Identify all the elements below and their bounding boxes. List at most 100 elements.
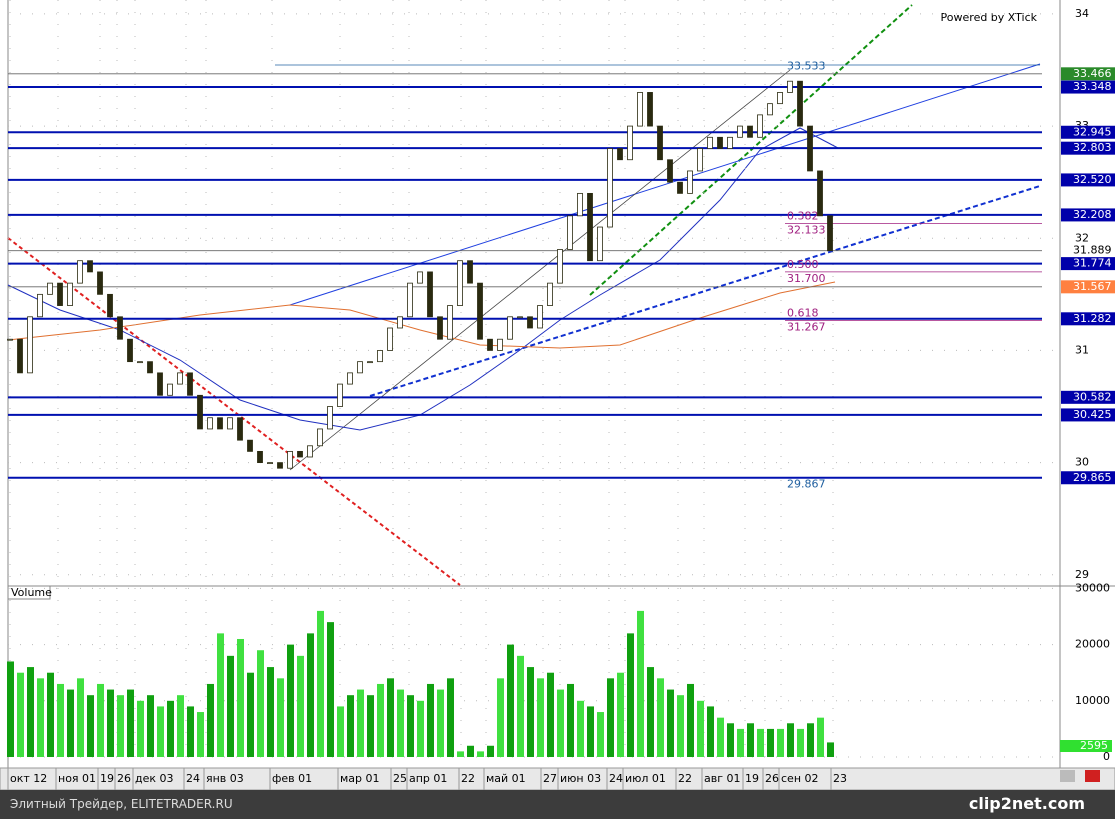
candle bbox=[357, 361, 363, 374]
level-label-box bbox=[1061, 280, 1115, 294]
channel-line bbox=[289, 69, 791, 471]
volume-bar bbox=[47, 672, 54, 757]
volume-bar bbox=[447, 678, 454, 757]
candle bbox=[427, 271, 433, 318]
x-tick-label: апр 01 bbox=[409, 772, 447, 785]
candle bbox=[797, 80, 803, 127]
level-label: 32.520 bbox=[1073, 173, 1112, 186]
candle bbox=[287, 450, 293, 469]
volume-bar bbox=[367, 695, 374, 757]
candle bbox=[297, 450, 303, 458]
volume-bar bbox=[357, 689, 364, 757]
volume-bar bbox=[137, 700, 144, 757]
candle bbox=[227, 417, 233, 430]
y2-tick-label: 20000 bbox=[1075, 638, 1110, 651]
candle bbox=[447, 305, 453, 340]
button[interactable] bbox=[1060, 770, 1075, 782]
volume-bar bbox=[297, 655, 304, 757]
level-label-box bbox=[1061, 390, 1115, 404]
candle bbox=[717, 136, 723, 149]
fib-value: 31.267 bbox=[787, 320, 826, 333]
volume-bar bbox=[727, 723, 734, 757]
candle bbox=[87, 260, 93, 273]
x-tick-label: 22 bbox=[678, 772, 692, 785]
volume-bar bbox=[307, 633, 314, 757]
candle bbox=[627, 125, 633, 161]
candle bbox=[757, 114, 763, 138]
candle bbox=[217, 417, 223, 430]
volume-bar bbox=[167, 700, 174, 757]
x-tick-label: окт 12 bbox=[10, 772, 47, 785]
y-tick-label: 30 bbox=[1075, 456, 1089, 469]
x-tick-label: 19 bbox=[100, 772, 114, 785]
candle bbox=[687, 170, 693, 194]
level-label-box bbox=[1061, 125, 1115, 139]
x-tick-label: 23 bbox=[833, 772, 847, 785]
candle bbox=[327, 406, 333, 430]
volume-bar bbox=[407, 695, 414, 757]
volume-bar bbox=[197, 712, 204, 757]
level-label-box bbox=[1061, 244, 1115, 258]
button[interactable] bbox=[1085, 770, 1100, 782]
candle bbox=[127, 338, 133, 363]
candle bbox=[487, 338, 493, 351]
candle bbox=[787, 80, 793, 93]
x-tick-label: сен 02 bbox=[781, 772, 819, 785]
candle bbox=[267, 462, 273, 465]
volume-bar bbox=[287, 644, 294, 757]
candle bbox=[437, 316, 443, 340]
candle bbox=[27, 316, 33, 374]
x-tick-label: 22 bbox=[461, 772, 475, 785]
candle bbox=[317, 428, 323, 447]
chart: Volume Powered by XTick окт 12 ноя 01 19 26… bbox=[0, 0, 1115, 790]
candle bbox=[207, 417, 213, 430]
volume-bar bbox=[457, 751, 464, 757]
volume-bar bbox=[547, 672, 554, 757]
volume-bar bbox=[327, 622, 334, 757]
x-tick-label: дек 03 bbox=[135, 772, 174, 785]
level-label: 32.945 bbox=[1073, 125, 1112, 138]
level-label-box bbox=[1061, 67, 1115, 81]
candle bbox=[567, 215, 573, 250]
volume-bar bbox=[77, 678, 84, 757]
volume-bar bbox=[707, 706, 714, 757]
volume-bar bbox=[27, 667, 34, 757]
candle bbox=[187, 372, 193, 396]
y2-tick-label: 0 bbox=[1103, 750, 1110, 763]
volume-bar bbox=[7, 661, 14, 757]
volume-bar bbox=[637, 610, 644, 757]
volume-bar bbox=[807, 723, 814, 757]
y2-tick-label: 30000 bbox=[1075, 581, 1110, 594]
volume-bar bbox=[797, 728, 804, 757]
level-label-box bbox=[1061, 141, 1115, 155]
volume-bar bbox=[207, 683, 214, 757]
volume-bar bbox=[17, 672, 24, 757]
volume-bar bbox=[317, 610, 324, 757]
trend-line bbox=[369, 185, 1041, 397]
candle bbox=[197, 394, 203, 430]
volume-bar bbox=[257, 650, 264, 757]
volume-bar bbox=[387, 678, 394, 757]
candle bbox=[507, 316, 513, 340]
candle bbox=[387, 327, 393, 351]
y-tick-label: 32 bbox=[1075, 231, 1089, 244]
volume-bar bbox=[687, 683, 694, 757]
volume-bar bbox=[587, 706, 594, 757]
level-label: 30.582 bbox=[1073, 390, 1112, 403]
volume-bar bbox=[657, 678, 664, 757]
volume-bar bbox=[397, 689, 404, 757]
volume-bar bbox=[527, 667, 534, 757]
volume-bar bbox=[147, 695, 154, 757]
x-tick-label: 25 bbox=[393, 772, 407, 785]
candle bbox=[767, 103, 773, 116]
volume-last-box bbox=[1060, 740, 1112, 752]
level-label-box bbox=[1061, 208, 1115, 222]
candle bbox=[77, 260, 83, 284]
trend-line bbox=[7, 237, 461, 586]
volume-bar bbox=[87, 695, 94, 757]
volume-bar bbox=[177, 695, 184, 757]
candle bbox=[7, 338, 13, 341]
x-tick-label: июн 03 bbox=[560, 772, 601, 785]
candle bbox=[547, 282, 553, 306]
high-label: 33.533 bbox=[787, 59, 826, 72]
